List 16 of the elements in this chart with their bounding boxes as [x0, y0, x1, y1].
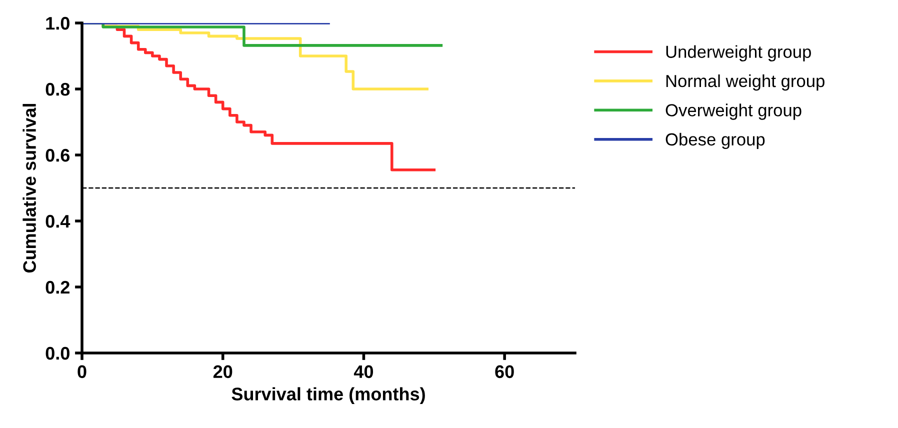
y-tick-label: 1.0 [46, 16, 70, 30]
y-tick-label: 0.2 [46, 280, 70, 294]
y-tick-label: 0.6 [46, 148, 70, 162]
y-tick-label: 0.8 [46, 82, 70, 96]
y-tick-label: 0.4 [46, 214, 70, 228]
legend-label: Overweight group [666, 104, 802, 120]
x-axis-title: Survival time (months) [232, 387, 425, 404]
x-tick-label: 40 [354, 365, 374, 378]
legend-label: Underweight group [666, 45, 811, 62]
legend-label: Obese group [666, 132, 765, 150]
y-axis-title: Cumulative survival [22, 104, 36, 273]
x-tick-label: 20 [213, 365, 232, 378]
legend-label: Normal weight group [666, 74, 824, 91]
x-tick-label: 60 [495, 365, 514, 378]
x-tick-label: 0 [78, 365, 86, 378]
y-tick-label: 0.0 [46, 346, 70, 360]
